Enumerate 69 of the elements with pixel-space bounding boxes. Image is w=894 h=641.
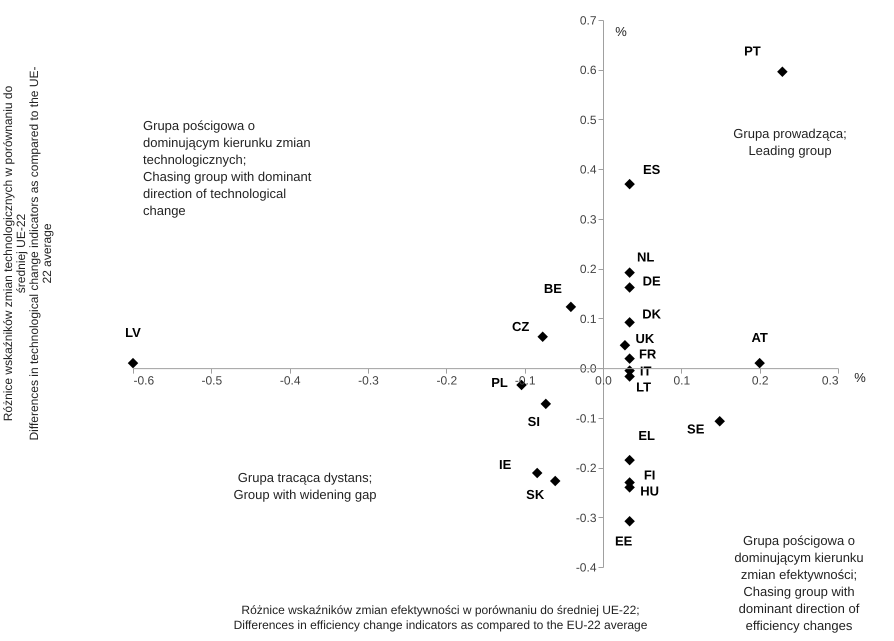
y-tick-label: 0.4 bbox=[580, 162, 597, 177]
data-label: LV bbox=[125, 325, 142, 340]
data-label: FI bbox=[644, 467, 656, 482]
annotation: Grupa pościgowa o dominującym kierunku zmian efektywności; Chasing group with dominant direction of efficiency changes bbox=[734, 533, 864, 633]
point bbox=[128, 358, 138, 368]
data-label: ES bbox=[642, 162, 661, 178]
data-label: PL bbox=[491, 375, 508, 390]
data-label: EL bbox=[638, 428, 655, 444]
data-label: SK bbox=[526, 486, 545, 502]
x-tick-label: -0.3 bbox=[358, 374, 380, 388]
y-tick-label: -0.3 bbox=[576, 510, 597, 525]
x-tick-label: 0.0 bbox=[595, 374, 612, 388]
x-tick-label: -0.1 bbox=[514, 374, 536, 388]
x-tick-label: 0.1 bbox=[673, 374, 690, 388]
data-label: IE bbox=[499, 457, 512, 472]
data-label: AT bbox=[751, 330, 768, 346]
y-tick-label: -0.2 bbox=[576, 461, 597, 476]
text: % bbox=[854, 370, 866, 386]
data-label: FR bbox=[638, 346, 657, 362]
y-tick-label: 0.1 bbox=[580, 312, 597, 326]
point bbox=[624, 178, 635, 190]
x-tick-label: -0.6 bbox=[134, 374, 155, 388]
point bbox=[624, 454, 635, 466]
data-label: PT bbox=[744, 44, 761, 59]
y-tick-label: 0.7 bbox=[580, 14, 597, 28]
point bbox=[624, 317, 635, 328]
y-tick-label: -0.1 bbox=[576, 411, 597, 426]
y-tick-label: -0.4 bbox=[576, 560, 597, 574]
point bbox=[714, 416, 725, 427]
data-label: IT bbox=[640, 364, 652, 379]
data-label: SE bbox=[687, 421, 705, 436]
point bbox=[566, 302, 576, 312]
point bbox=[624, 353, 635, 364]
data-label: NL bbox=[636, 250, 654, 265]
point bbox=[624, 282, 635, 293]
point bbox=[540, 398, 552, 410]
data-label: UK bbox=[636, 331, 655, 346]
annotation: % bbox=[615, 24, 628, 39]
data-label: EE bbox=[614, 533, 633, 548]
x-axis-title: Różnice wskaźników zmian efektywności w porównaniu do średniej UE-22; Differences in efficiency change indicators as compared to the EU-22 average bbox=[234, 603, 648, 632]
point bbox=[620, 340, 630, 350]
data-label: DK bbox=[642, 306, 662, 322]
y-tick-label: 0.3 bbox=[580, 212, 597, 226]
point bbox=[532, 468, 542, 478]
data-label: BE bbox=[544, 280, 562, 296]
data-label: HU bbox=[640, 483, 660, 498]
point bbox=[550, 476, 560, 486]
point bbox=[777, 66, 788, 77]
y-tick-label: 0.5 bbox=[580, 112, 597, 127]
data-label: LT bbox=[636, 380, 652, 395]
point bbox=[624, 267, 635, 278]
annotation: Grupa prowadząca; Leading group bbox=[733, 126, 847, 158]
point bbox=[754, 358, 765, 368]
point bbox=[624, 516, 635, 526]
x-tick-label: 0.3 bbox=[822, 374, 839, 388]
x-tick-label: -0.4 bbox=[280, 374, 301, 388]
y-tick-label: 0.6 bbox=[580, 63, 597, 78]
annotation: Grupa pościgowa o dominującym kierunku zmian technologicznych; Chasing group with dominant direction of technological change bbox=[143, 118, 312, 218]
data-label: DE bbox=[642, 274, 661, 289]
point bbox=[537, 332, 548, 342]
annotation: Grupa tracąca dystans; Group with widening gap bbox=[233, 470, 377, 502]
x-tick-label: -0.2 bbox=[436, 374, 458, 388]
data-label: SI bbox=[528, 414, 540, 429]
data-label: CZ bbox=[512, 318, 530, 334]
x-tick-label: -0.5 bbox=[201, 374, 222, 388]
x-tick-label: 0.2 bbox=[752, 374, 769, 388]
text: Różnice wskaźników zmian technologicznych w porównaniu do średniej UE-22 Differences in technological change indicators as compared to the UE- 22 average bbox=[1, 66, 54, 440]
y-tick-label: 0.2 bbox=[580, 262, 597, 276]
y-tick-label: 0.0 bbox=[580, 362, 597, 376]
